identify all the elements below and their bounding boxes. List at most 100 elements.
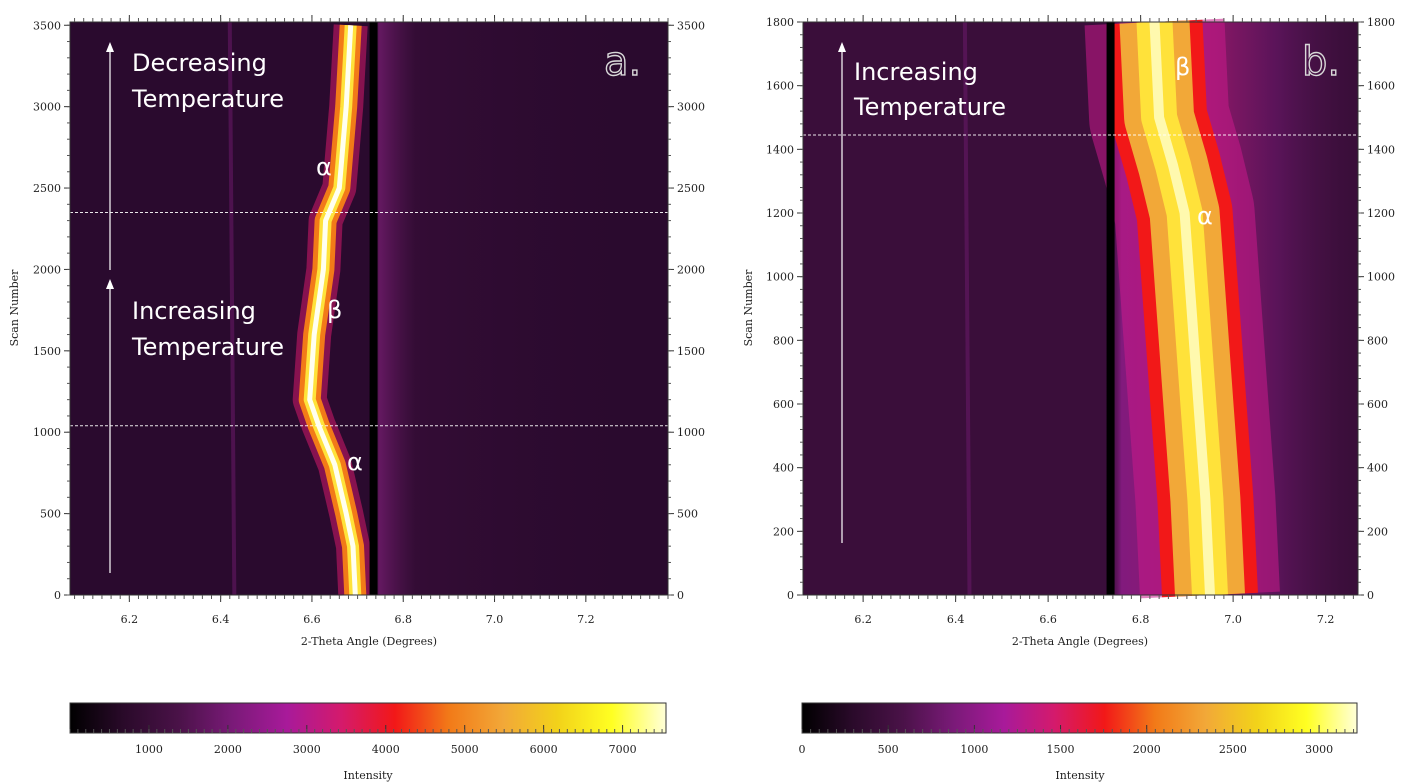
x-tick-label: 6.2: [121, 613, 139, 626]
panel-b-phase-beta: β: [1175, 53, 1190, 81]
dark-reference-line: [369, 22, 378, 595]
x-tick-label: 6.8: [394, 613, 412, 626]
panel-a-frame: [69, 21, 669, 596]
y-tick-label: 600: [773, 398, 794, 411]
colorbar-tick-label: 0: [799, 743, 806, 756]
faint-streak: [962, 21, 972, 596]
right-y-tick-label: 3000: [677, 101, 705, 114]
colorbar-tick-label: 5000: [451, 743, 479, 756]
panel-b-annotation-increasing: Increasing: [854, 58, 978, 86]
y-tick-label: 1500: [33, 345, 61, 358]
colorbar-tick-label: 4000: [372, 743, 400, 756]
dark-reference-line: [1106, 22, 1115, 595]
right-y-tick-label: 3500: [677, 19, 705, 32]
colorbar-tick-label: 3000: [1305, 743, 1333, 756]
panel-a-label: a.: [604, 39, 641, 85]
panel-b-colorbar: [801, 702, 1358, 734]
colorbar-tick-label: 1000: [135, 743, 163, 756]
colorbar-tick-label: 3000: [293, 743, 321, 756]
right-y-tick-label: 1800: [1367, 16, 1395, 29]
x-tick-label: 6.6: [303, 613, 321, 626]
y-tick-label: 1600: [766, 80, 794, 93]
y-tick-label: 500: [40, 508, 61, 521]
colorbar-tick-label: 500: [878, 743, 899, 756]
y-tick-label: 3500: [33, 19, 61, 32]
y-tick-label: 0: [54, 589, 61, 602]
x-tick-label: 6.6: [1039, 613, 1057, 626]
right-y-tick-label: 1200: [1367, 207, 1395, 220]
right-y-tick-label: 0: [1367, 589, 1374, 602]
panel-b-frame: [802, 21, 1359, 596]
panel-b-colorbar-label: Intensity: [1055, 769, 1105, 782]
y-tick-label: 400: [773, 462, 794, 475]
panel-b-annotation-temperature: Temperature: [853, 93, 1006, 121]
x-tick-label: 6.4: [947, 613, 965, 626]
panel-a-marks: [70, 21, 668, 596]
panel-a: 6.2 6.4 6.6 6.8 7.0 7.2 0 500 1000 1500 2000 2500 3…: [8, 15, 705, 782]
right-y-tick-label: 200: [1367, 525, 1388, 538]
panel-a-x-axis-label: 2-Theta Angle (Degrees): [301, 635, 437, 648]
colorbar-tick-label: 2500: [1219, 743, 1247, 756]
panel-a-colorbar-ticks: 1000 2000 3000 4000 5000 6000 7000: [69, 725, 663, 756]
panel-b: 6.2 6.4 6.6 6.8 7.0 7.2 0 200 400 600 800 1000 1200…: [742, 15, 1395, 782]
colorbar-tick-label: 1500: [1047, 743, 1075, 756]
panel-a-y-axis: 0 500 1000 1500 2000 2500 3000 3500: [33, 19, 70, 602]
panel-a-phase-alpha-bottom: α: [347, 448, 363, 476]
x-tick-label: 7.0: [486, 613, 504, 626]
y-tick-label: 1800: [766, 16, 794, 29]
panel-b-x-axis-label: 2-Theta Angle (Degrees): [1012, 635, 1148, 648]
y-tick-label: 2000: [33, 263, 61, 276]
panel-b-right-y-axis: 0 200 400 600 800 1000 1200 1400 1600 1800: [1358, 16, 1395, 602]
y-tick-label: 2500: [33, 182, 61, 195]
colorbar-tick-label: 7000: [609, 743, 637, 756]
x-tick-label: 7.2: [1317, 613, 1335, 626]
right-y-tick-label: 1000: [1367, 271, 1395, 284]
panel-b-marks: [803, 18, 1358, 599]
y-tick-label: 1000: [766, 271, 794, 284]
panel-b-colorbar-ticks: 0 500 1000 1500 2000 2500 3000: [799, 725, 1355, 756]
right-y-tick-label: 0: [677, 589, 684, 602]
right-y-tick-label: 2000: [677, 263, 705, 276]
x-tick-label: 7.0: [1224, 613, 1242, 626]
y-tick-label: 3000: [33, 101, 61, 114]
peak-trace-hot: [1149, 21, 1215, 596]
panel-b-phase-alpha: α: [1197, 202, 1213, 230]
right-y-tick-label: 500: [677, 508, 698, 521]
panel-a-colorbar: [69, 702, 667, 734]
right-y-tick-label: 1600: [1367, 80, 1395, 93]
x-tick-label: 6.2: [854, 613, 872, 626]
peak-trace-hot: [307, 25, 358, 596]
colorbar-tick-label: 1000: [960, 743, 988, 756]
right-y-tick-label: 1500: [677, 345, 705, 358]
panel-b-y-axis: 0 200 400 600 800 1000 1200 1400 1600 1800: [766, 16, 803, 602]
panel-a-y-axis-label: Scan Number: [8, 269, 21, 347]
y-tick-label: 0: [787, 589, 794, 602]
y-tick-label: 1400: [766, 143, 794, 156]
right-y-tick-label: 600: [1367, 398, 1388, 411]
faint-streak: [227, 21, 237, 596]
panel-a-colorbar-label: Intensity: [343, 769, 393, 782]
panel-a-annotation-temperature-lower: Temperature: [131, 333, 284, 361]
x-tick-label: 7.2: [577, 613, 595, 626]
panel-a-right-y-axis: 0 500 1000 1500 2000 2500 3000 3500: [668, 19, 705, 602]
panel-a-arrowhead-upper: [106, 42, 114, 52]
panel-a-annotation-temperature-upper: Temperature: [131, 85, 284, 113]
panel-b-x-axis: 6.2 6.4 6.6 6.8 7.0 7.2: [807, 15, 1354, 626]
panel-a-annotation-decreasing: Decreasing: [132, 49, 267, 77]
right-y-tick-label: 2500: [677, 182, 705, 195]
x-tick-label: 6.4: [212, 613, 230, 626]
panel-a-phase-beta: β: [327, 296, 342, 324]
panel-a-gradient-band: [70, 22, 668, 595]
right-y-tick-label: 400: [1367, 462, 1388, 475]
panel-b-arrowhead: [838, 42, 846, 52]
right-y-tick-label: 1000: [677, 426, 705, 439]
colorbar-tick-label: 6000: [530, 743, 558, 756]
panel-b-label: b.: [1302, 39, 1340, 85]
x-tick-label: 6.8: [1132, 613, 1150, 626]
y-tick-label: 800: [773, 334, 794, 347]
panel-a-phase-alpha-top: α: [316, 153, 332, 181]
panel-a-annotation-increasing: Increasing: [132, 297, 256, 325]
y-tick-label: 1200: [766, 207, 794, 220]
right-y-tick-label: 800: [1367, 334, 1388, 347]
